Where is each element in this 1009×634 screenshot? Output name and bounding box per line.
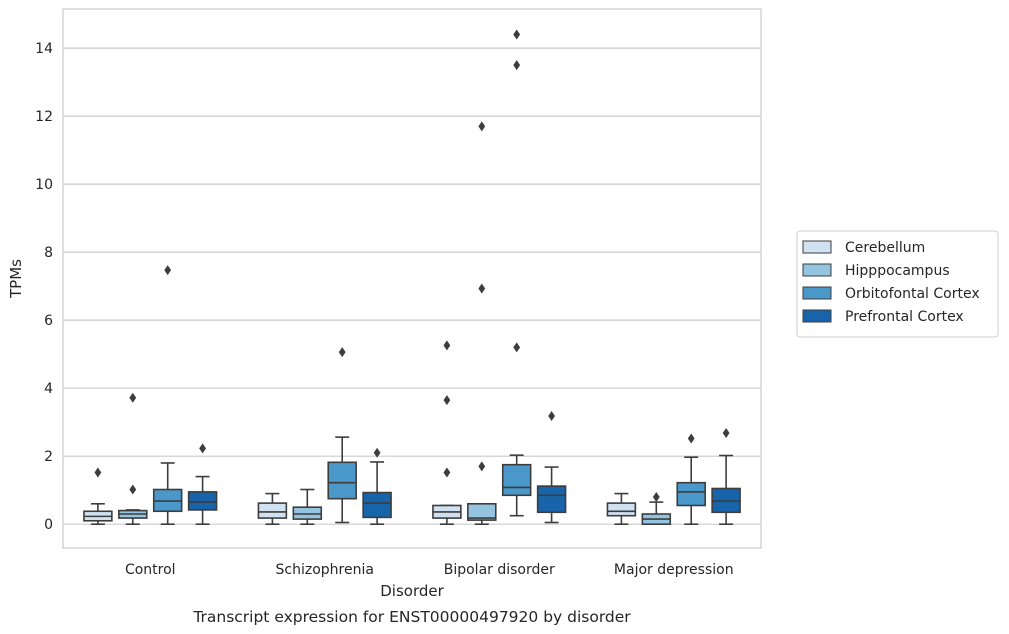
- legend-label: Prefrontal Cortex: [845, 309, 964, 325]
- x-axis-title: Disorder: [380, 582, 444, 600]
- iqr-box: [292, 506, 323, 520]
- box-cerebellum: [606, 492, 637, 525]
- outlier-point: [513, 342, 521, 353]
- iqr-box: [501, 463, 532, 497]
- outlier-point: [443, 395, 451, 406]
- legend-label: Hipppocampus: [845, 263, 950, 279]
- legend-swatch: [802, 309, 832, 323]
- box-orbitofontal-cortex: [676, 433, 706, 525]
- iqr-box: [676, 481, 706, 507]
- box-hipppocampus: [467, 121, 497, 525]
- iqr-box: [467, 502, 497, 521]
- plot-area-frame: [62, 8, 762, 549]
- legend-swatch: [802, 263, 832, 277]
- outlier-point: [129, 484, 137, 495]
- outlier-point: [513, 29, 521, 40]
- legend-entry: Cerebellum: [802, 240, 925, 256]
- outlier-point: [199, 443, 206, 454]
- outlier-point: [478, 283, 486, 294]
- box-orbitofontal-cortex: [501, 29, 532, 517]
- legend-entry: Prefrontal Cortex: [802, 309, 964, 325]
- x-tick-labels: Control Schizophrenia Bipolar disorder Majo…: [125, 562, 734, 578]
- y-tick-labels: 0 2 4 6 8 10 12 14: [35, 41, 53, 533]
- outlier-point: [478, 121, 486, 132]
- y-tick-label: 14: [35, 41, 53, 57]
- outlier-point: [129, 392, 137, 403]
- legend-frame: [796, 230, 999, 338]
- y-tick-label: 12: [35, 109, 53, 125]
- outlier-point: [373, 447, 381, 458]
- legend-entry: Orbitofontal Cortex: [802, 286, 980, 302]
- outlier-point: [478, 461, 486, 472]
- gridlines: [63, 47, 761, 525]
- box-prefrontal-cortex: [362, 447, 392, 525]
- outlier-point: [164, 265, 172, 276]
- y-tick-label: 6: [44, 313, 53, 329]
- box-prefrontal-cortex: [187, 443, 218, 525]
- x-tick-label: Schizophrenia: [276, 562, 374, 578]
- box-cerebellum: [257, 492, 288, 525]
- legend-swatch: [802, 240, 832, 254]
- iqr-box: [327, 461, 357, 500]
- y-tick-label: 10: [35, 177, 53, 193]
- y-tick-label: 8: [44, 245, 53, 261]
- box-prefrontal-cortex: [711, 428, 741, 525]
- iqr-box: [187, 491, 218, 511]
- iqr-box: [536, 485, 567, 514]
- outlier-point: [687, 433, 695, 444]
- x-tick-label: Control: [125, 562, 176, 578]
- legend-entry: Hipppocampus: [802, 263, 950, 279]
- chart-caption: Transcript expression for ENST0000049792…: [192, 608, 631, 626]
- box-prefrontal-cortex: [536, 411, 567, 524]
- box-cerebellum: [83, 467, 113, 525]
- iqr-box: [606, 502, 637, 517]
- box-orbitofontal-cortex: [152, 265, 183, 525]
- iqr-box: [257, 502, 288, 519]
- outlier-point: [548, 411, 555, 422]
- legend-label: Orbitofontal Cortex: [845, 286, 980, 302]
- y-axis-title: TPMs: [7, 259, 25, 299]
- y-tick-label: 0: [44, 517, 53, 533]
- box-orbitofontal-cortex: [327, 347, 357, 524]
- y-tick-label: 4: [44, 381, 53, 397]
- x-tick-label: Bipolar disorder: [444, 562, 555, 578]
- legend: Cerebellum Hipppocampus Orbitofontal Corte…: [796, 230, 999, 338]
- iqr-box: [362, 491, 392, 519]
- outlier-point: [443, 467, 451, 478]
- outlier-point: [652, 491, 660, 502]
- outlier-point: [722, 428, 730, 439]
- outlier-point: [94, 467, 102, 478]
- legend-swatch: [802, 286, 832, 300]
- x-tick-label: Major depression: [614, 562, 734, 578]
- y-tick-label: 2: [44, 449, 53, 465]
- outlier-point: [338, 347, 346, 358]
- legend-label: Cerebellum: [845, 240, 925, 256]
- outlier-point: [513, 60, 521, 71]
- box-hipppocampus: [641, 491, 672, 525]
- box-hipppocampus: [292, 488, 323, 525]
- box-hipppocampus: [118, 392, 148, 525]
- box-groups: [83, 29, 741, 525]
- outlier-point: [443, 340, 451, 351]
- box-cerebellum: [432, 340, 462, 525]
